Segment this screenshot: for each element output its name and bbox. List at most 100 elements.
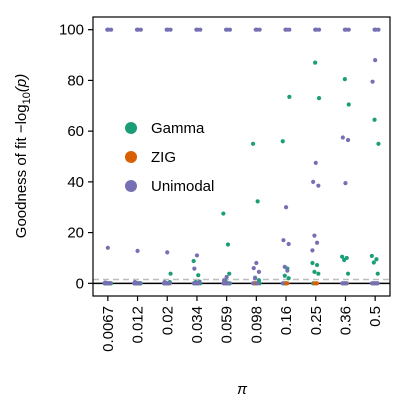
data-point <box>343 181 348 186</box>
data-point <box>105 245 110 250</box>
data-point <box>283 205 289 210</box>
data-point <box>254 27 260 32</box>
x-tick-label: 0.36 <box>337 306 354 335</box>
x-tick-label: 0.02 <box>159 306 176 335</box>
data-point <box>286 276 291 281</box>
data-point <box>196 273 201 278</box>
data-point <box>254 260 259 266</box>
x-tick-label: 0.012 <box>130 306 147 344</box>
data-point <box>282 273 287 278</box>
data-point <box>255 199 260 204</box>
data-point <box>166 281 171 286</box>
plot-frame <box>92 16 391 297</box>
data-point <box>285 281 290 286</box>
data-point <box>346 102 351 107</box>
data-point <box>373 58 378 63</box>
data-point <box>344 255 349 261</box>
data-point <box>312 233 317 238</box>
legend-marker <box>125 122 137 134</box>
data-point <box>221 281 226 286</box>
data-point <box>342 77 347 82</box>
data-point <box>132 281 137 286</box>
data-point <box>168 271 173 276</box>
y-axis-title-sub: 10 <box>21 92 33 104</box>
data-point <box>196 281 201 286</box>
data-point <box>314 240 320 245</box>
legend-entry-unimodal: Unimodal <box>125 178 214 195</box>
data-point <box>343 27 349 32</box>
data-point <box>314 262 320 268</box>
x-tick-label: 0.25 <box>308 306 325 335</box>
data-point <box>287 94 292 99</box>
legend-entry-gamma: Gamma <box>125 120 205 137</box>
data-point <box>284 27 289 32</box>
data-point <box>369 281 374 286</box>
data-point <box>316 271 321 276</box>
data-point <box>340 281 345 286</box>
data-point <box>225 242 231 247</box>
data-point <box>310 260 315 266</box>
data-point <box>252 276 258 281</box>
y-axis-title-main: Goodness of fit <box>13 133 30 238</box>
data-point <box>314 281 320 286</box>
data-point <box>165 250 170 255</box>
data-point <box>313 60 318 65</box>
x-axis-title: π <box>237 381 248 398</box>
data-point <box>312 269 317 274</box>
data-point <box>369 253 374 259</box>
y-tick-label: 100 <box>59 22 84 39</box>
data-point <box>194 253 200 258</box>
series-gamma <box>102 60 381 286</box>
data-point <box>225 27 230 32</box>
data-point <box>280 281 285 286</box>
data-point <box>345 137 351 143</box>
data-point <box>374 281 379 286</box>
legend-marker <box>125 151 137 163</box>
data-point <box>285 268 290 273</box>
data-point <box>256 269 262 274</box>
data-point <box>191 258 196 264</box>
x-tick-label: 0.16 <box>278 306 295 335</box>
data-point <box>195 27 200 32</box>
data-point <box>374 257 379 262</box>
y-tick-label: 80 <box>67 72 84 89</box>
x-tick-label: 0.098 <box>248 306 265 344</box>
data-point <box>373 27 378 32</box>
data-point <box>340 254 345 259</box>
data-point <box>370 79 375 84</box>
data-point <box>192 266 197 271</box>
data-point <box>311 179 316 184</box>
data-point <box>250 141 256 146</box>
data-point <box>281 238 286 243</box>
data-point <box>102 281 107 286</box>
data-point <box>314 27 319 32</box>
legend-label: Gamma <box>151 120 205 137</box>
data-point <box>376 141 381 146</box>
data-point <box>340 135 345 140</box>
data-point <box>345 271 351 276</box>
data-point <box>371 260 376 265</box>
legend-entry-zig: ZIG <box>125 149 176 166</box>
y-tick-label: 20 <box>67 225 84 242</box>
y-tick-label: 60 <box>67 123 84 140</box>
data-point <box>161 281 167 286</box>
data-point <box>225 281 231 286</box>
data-point <box>313 160 318 165</box>
data-point <box>107 281 112 286</box>
data-point <box>136 281 141 286</box>
data-point <box>224 274 229 280</box>
data-point <box>316 96 322 101</box>
data-point <box>282 264 287 269</box>
y-axis-title: Goodness of fit −log10(p) <box>13 74 33 238</box>
y-tick-label: 0 <box>76 275 84 292</box>
data-point <box>165 27 170 32</box>
x-tick-label: 0.0067 <box>100 306 117 352</box>
x-tick-label: 0.059 <box>219 306 236 344</box>
series-unimodal <box>102 27 381 286</box>
legend: Gamma ZIG Unimodal <box>125 120 214 195</box>
data-point <box>227 271 232 276</box>
y-axis-title-func: −log <box>13 104 30 133</box>
legend-label: Unimodal <box>151 178 214 195</box>
data-point <box>106 27 111 32</box>
